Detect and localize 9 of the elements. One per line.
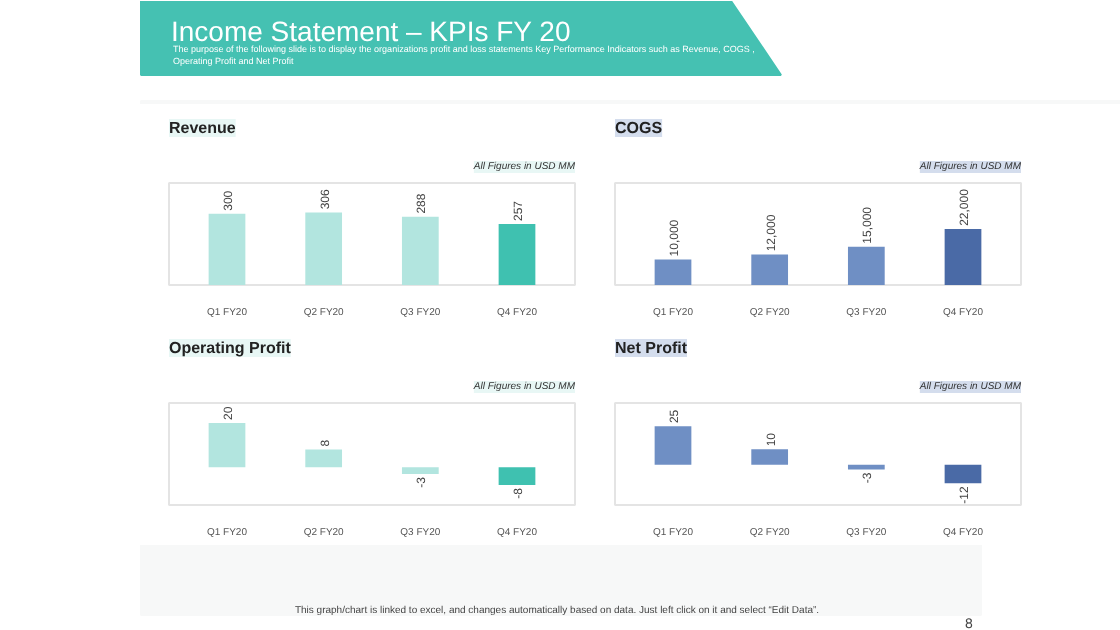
chart-title: Net Profit <box>615 339 688 357</box>
bar <box>751 254 789 285</box>
bar <box>847 246 885 285</box>
bar <box>654 259 692 285</box>
chart-title: COGS <box>615 119 664 137</box>
bar <box>944 228 982 285</box>
text: Income Statement – KPIs FY 20 <box>171 15 571 47</box>
chart-title: Operating Profit <box>169 339 292 357</box>
chart-title: Revenue <box>169 119 237 137</box>
